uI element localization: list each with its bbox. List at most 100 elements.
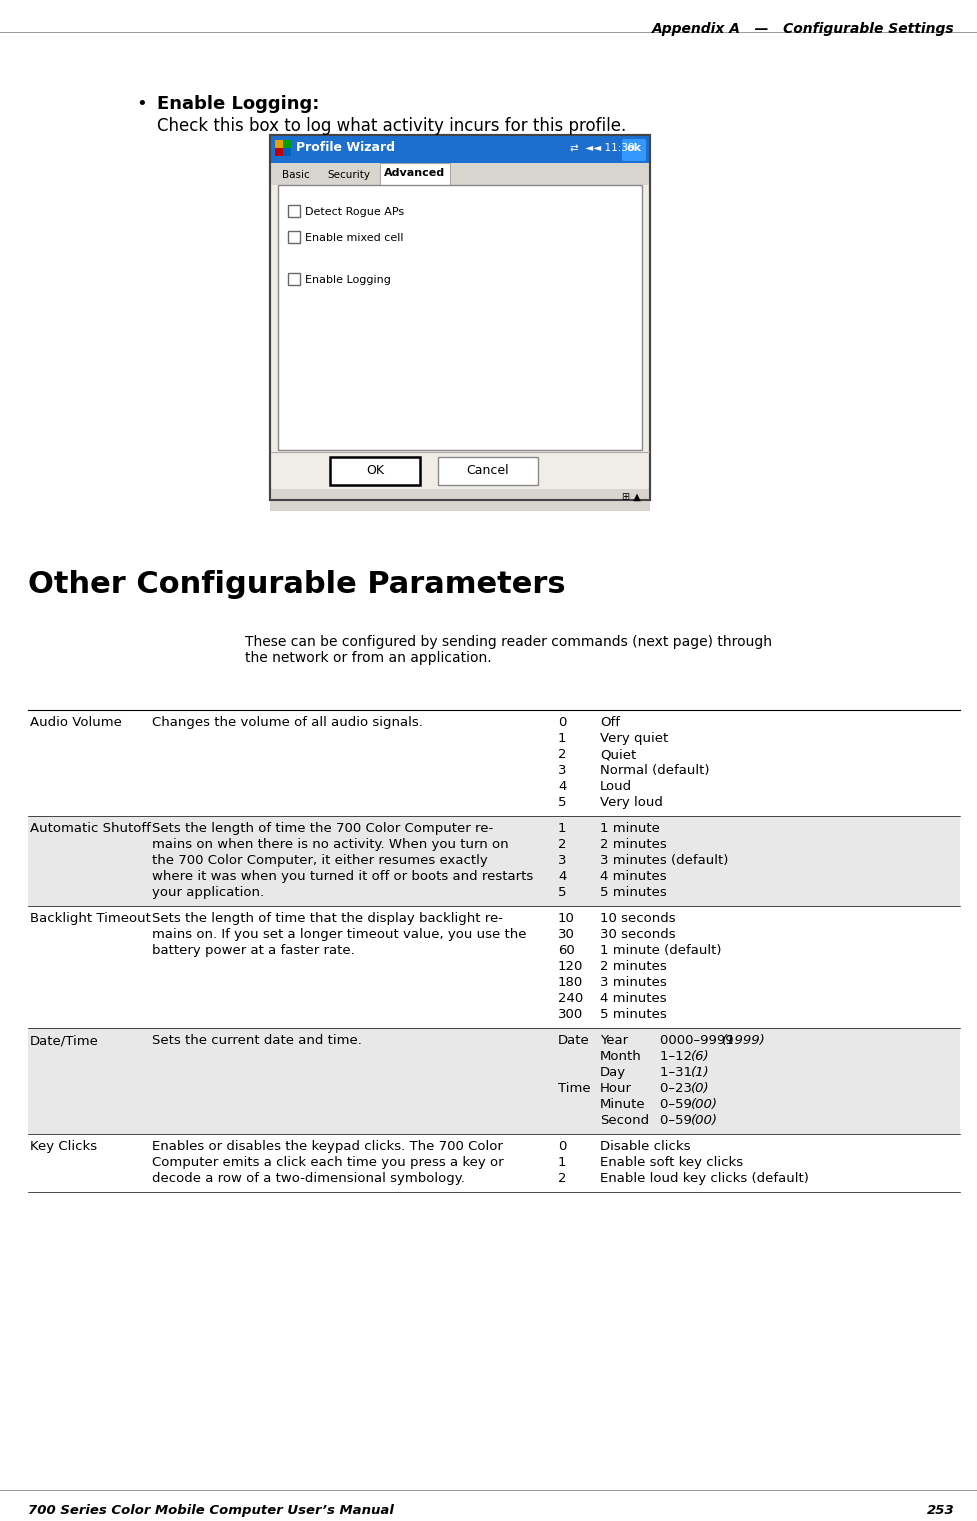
Text: 0: 0 xyxy=(558,716,567,729)
Text: (00): (00) xyxy=(691,1098,718,1110)
Text: 1: 1 xyxy=(558,821,567,835)
Text: decode a row of a two-dimensional symbology.: decode a row of a two-dimensional symbol… xyxy=(152,1173,465,1185)
Text: Enables or disables the keypad clicks. The 700 Color: Enables or disables the keypad clicks. T… xyxy=(152,1141,503,1153)
Text: (6): (6) xyxy=(691,1049,709,1063)
Text: 2 minutes: 2 minutes xyxy=(600,838,666,852)
Text: Automatic Shutoff: Automatic Shutoff xyxy=(30,821,150,835)
Text: 120: 120 xyxy=(558,960,583,973)
Text: Very quiet: Very quiet xyxy=(600,732,668,745)
Text: Check this box to log what activity incurs for this profile.: Check this box to log what activity incu… xyxy=(157,117,626,135)
Text: 60: 60 xyxy=(558,945,574,957)
Text: ⊞ ▲: ⊞ ▲ xyxy=(622,493,641,503)
Text: Backlight Timeout: Backlight Timeout xyxy=(30,913,150,925)
Text: mains on when there is no activity. When you turn on: mains on when there is no activity. When… xyxy=(152,838,509,852)
Text: 4: 4 xyxy=(558,780,567,792)
Text: 30: 30 xyxy=(558,928,574,941)
Text: 240: 240 xyxy=(558,992,583,1005)
Text: Off: Off xyxy=(600,716,620,729)
Bar xyxy=(28,815,960,907)
Bar xyxy=(28,710,960,815)
Text: (0): (0) xyxy=(691,1081,709,1095)
Text: Date/Time: Date/Time xyxy=(30,1034,99,1046)
Bar xyxy=(288,272,300,284)
Text: 0–59: 0–59 xyxy=(660,1098,697,1110)
Text: 3: 3 xyxy=(558,764,567,777)
Text: Loud: Loud xyxy=(600,780,632,792)
Text: the 700 Color Computer, it either resumes exactly: the 700 Color Computer, it either resume… xyxy=(152,853,488,867)
Text: Time: Time xyxy=(558,1081,591,1095)
Text: These can be configured by sending reader commands (next page) through
the netwo: These can be configured by sending reade… xyxy=(245,634,772,665)
Bar xyxy=(283,148,291,157)
Text: (1999): (1999) xyxy=(722,1034,766,1046)
Text: 1–12: 1–12 xyxy=(660,1049,697,1063)
Text: 10: 10 xyxy=(558,913,574,925)
FancyBboxPatch shape xyxy=(330,456,420,485)
Text: Day: Day xyxy=(600,1066,626,1078)
Text: 3 minutes (default): 3 minutes (default) xyxy=(600,853,729,867)
Text: 4 minutes: 4 minutes xyxy=(600,992,666,1005)
Text: Quiet: Quiet xyxy=(600,748,636,760)
Text: 3 minutes: 3 minutes xyxy=(600,976,666,989)
Text: •: • xyxy=(136,94,147,113)
Text: (1): (1) xyxy=(691,1066,709,1078)
Text: Enable soft key clicks: Enable soft key clicks xyxy=(600,1156,743,1170)
Text: Enable Logging:: Enable Logging: xyxy=(157,94,319,113)
Text: 2: 2 xyxy=(558,1173,567,1185)
Text: your application.: your application. xyxy=(152,887,264,899)
Text: where it was when you turned it off or boots and restarts: where it was when you turned it off or b… xyxy=(152,870,533,884)
Text: Minute: Minute xyxy=(600,1098,646,1110)
Bar xyxy=(270,135,650,500)
FancyBboxPatch shape xyxy=(438,456,538,485)
Text: Security: Security xyxy=(327,170,370,179)
Text: Sets the length of time that the display backlight re-: Sets the length of time that the display… xyxy=(152,913,503,925)
Text: Date: Date xyxy=(558,1034,590,1046)
Text: mains on. If you set a longer timeout value, you use the: mains on. If you set a longer timeout va… xyxy=(152,928,527,941)
Text: 1 minute: 1 minute xyxy=(600,821,659,835)
Text: 5 minutes: 5 minutes xyxy=(600,1008,666,1021)
Text: Changes the volume of all audio signals.: Changes the volume of all audio signals. xyxy=(152,716,423,729)
Text: (00): (00) xyxy=(691,1113,718,1127)
Text: 4 minutes: 4 minutes xyxy=(600,870,666,884)
Text: 1: 1 xyxy=(558,1156,567,1170)
Text: 2: 2 xyxy=(558,748,567,760)
Text: 180: 180 xyxy=(558,976,583,989)
Bar xyxy=(270,135,650,500)
Text: Disable clicks: Disable clicks xyxy=(600,1141,691,1153)
Bar xyxy=(283,140,291,148)
Text: Key Clicks: Key Clicks xyxy=(30,1141,97,1153)
Text: 0: 0 xyxy=(558,1141,567,1153)
Text: Profile Wizard: Profile Wizard xyxy=(296,141,395,154)
Text: 1: 1 xyxy=(558,732,567,745)
Text: 1–31: 1–31 xyxy=(660,1066,697,1078)
Text: Enable mixed cell: Enable mixed cell xyxy=(305,233,404,243)
Text: 3: 3 xyxy=(558,853,567,867)
Text: Normal (default): Normal (default) xyxy=(600,764,709,777)
Text: 10 seconds: 10 seconds xyxy=(600,913,676,925)
Bar xyxy=(275,140,283,148)
Bar xyxy=(28,1135,960,1192)
Text: 2 minutes: 2 minutes xyxy=(600,960,666,973)
Bar xyxy=(270,135,650,163)
Text: 0–23: 0–23 xyxy=(660,1081,697,1095)
Text: Sets the current date and time.: Sets the current date and time. xyxy=(152,1034,361,1046)
Bar xyxy=(278,186,642,450)
Text: 5: 5 xyxy=(558,887,567,899)
Text: 5: 5 xyxy=(558,795,567,809)
Text: Basic: Basic xyxy=(282,170,310,179)
Text: 0–59: 0–59 xyxy=(660,1113,697,1127)
Text: Cancel: Cancel xyxy=(467,464,509,478)
Text: OK: OK xyxy=(366,464,384,478)
Text: Appendix A   —   Configurable Settings: Appendix A — Configurable Settings xyxy=(653,21,955,37)
Text: 2: 2 xyxy=(558,838,567,852)
Bar xyxy=(288,205,300,218)
Text: 700 Series Color Mobile Computer User’s Manual: 700 Series Color Mobile Computer User’s … xyxy=(28,1504,394,1516)
Text: 5 minutes: 5 minutes xyxy=(600,887,666,899)
Text: 30 seconds: 30 seconds xyxy=(600,928,676,941)
Bar xyxy=(270,488,650,511)
Text: Very loud: Very loud xyxy=(600,795,662,809)
Text: ok: ok xyxy=(626,143,642,154)
Text: Other Configurable Parameters: Other Configurable Parameters xyxy=(28,570,566,599)
Text: Month: Month xyxy=(600,1049,642,1063)
Bar xyxy=(28,907,960,1028)
Bar xyxy=(28,1028,960,1135)
